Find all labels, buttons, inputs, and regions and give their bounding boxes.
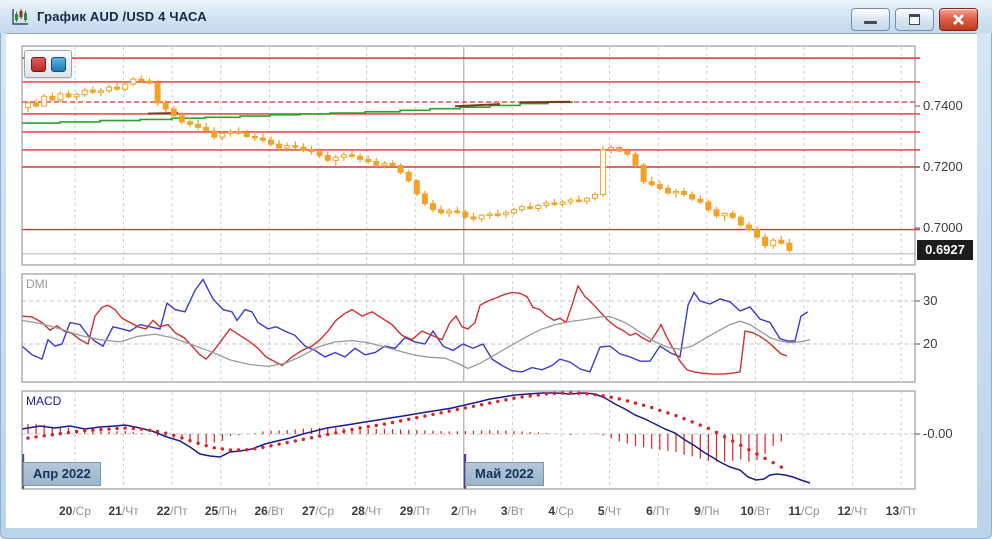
date-axis-label: 29/Пт <box>399 504 431 518</box>
date-axis-label: 10/Вт <box>740 504 771 518</box>
date-axis-label: 9/Пн <box>694 504 720 518</box>
red-series-swatch[interactable] <box>30 56 46 72</box>
month-badge-april: Апр 2022 <box>23 462 101 486</box>
date-axis-label: 12/Чт <box>837 504 868 518</box>
close-icon <box>953 14 964 25</box>
month-badge-may: Май 2022 <box>465 462 544 486</box>
close-button[interactable] <box>939 8 978 31</box>
macd-axis-label: -0.00 <box>923 426 953 441</box>
maximize-button[interactable] <box>895 8 934 31</box>
date-axis-label: 3/Вт <box>500 504 524 518</box>
current-price-badge: 0.6927 <box>917 240 973 260</box>
minimize-icon <box>864 21 877 24</box>
series-legend[interactable] <box>24 50 72 78</box>
date-axis-label: 13/Пт <box>885 504 917 518</box>
date-axis-label: 25/Пн <box>204 504 237 518</box>
price-axis-label: 0.7200 <box>923 159 963 174</box>
chart-canvas[interactable] <box>6 34 977 528</box>
date-axis-label: 11/Ср <box>788 504 820 518</box>
date-axis-label: 4/Ср <box>548 504 574 518</box>
date-axis-label: 26/Вт <box>254 504 285 518</box>
date-axis-label: 2/Пн <box>451 504 477 518</box>
date-axis-label: 22/Пт <box>156 504 188 518</box>
date-axis-label: 6/Пт <box>646 504 671 518</box>
date-axis-label: 28/Чт <box>351 504 382 518</box>
window-title: График AUD /USD 4 ЧАСА <box>37 9 207 24</box>
titlebar[interactable]: График AUD /USD 4 ЧАСА <box>0 0 992 33</box>
date-axis-label: 21/Чт <box>108 504 139 518</box>
date-axis-label: 5/Чт <box>597 504 622 518</box>
dmi-axis-label: 30 <box>923 293 938 308</box>
candlestick-chart-icon <box>10 7 30 27</box>
date-axis-label: 27/Ср <box>301 504 335 518</box>
blue-series-swatch[interactable] <box>50 56 66 72</box>
minimize-button[interactable] <box>851 8 890 31</box>
date-axis-label: 20/Ср <box>58 504 92 518</box>
price-axis-label: 0.7000 <box>923 220 963 235</box>
price-axis-label: 0.7400 <box>923 98 963 113</box>
maximize-icon <box>909 14 920 25</box>
chart-content: DMI MACD Апр 2022 Май 2022 0.6927 0.7400… <box>6 33 977 528</box>
dmi-panel-label: DMI <box>26 277 48 291</box>
dmi-axis-label: 20 <box>923 336 938 351</box>
macd-panel-label: MACD <box>26 394 62 408</box>
